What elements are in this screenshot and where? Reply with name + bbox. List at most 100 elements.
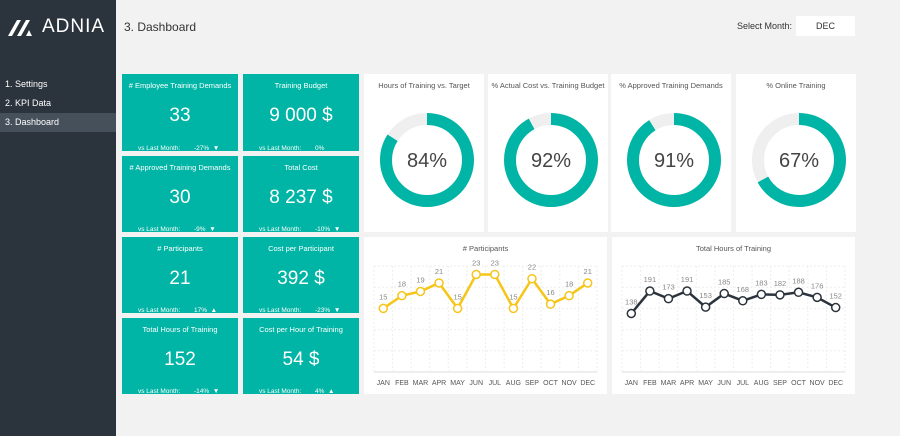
donut-fill — [627, 113, 721, 207]
data-label: 176 — [811, 281, 824, 290]
kpi-tile: # Participants 21 vs Last Month: 17% ▲ — [122, 237, 238, 314]
donut-title: Hours of Training vs. Target — [378, 81, 470, 90]
logo: ADNIA — [8, 16, 105, 38]
data-label: 168 — [737, 285, 750, 294]
logo-text: ADNIA — [42, 16, 106, 37]
data-point — [508, 303, 519, 314]
kpi-title: Training Budget — [274, 81, 328, 90]
donut-value: 67% — [779, 150, 819, 172]
data-label: 18 — [398, 280, 406, 289]
kpi-vs-label: vs Last Month: — [259, 388, 302, 395]
x-tick-label: NOV — [810, 380, 826, 387]
data-point — [490, 269, 500, 280]
donut-chart: 84% — [380, 113, 474, 207]
x-tick-label: JUN — [469, 380, 483, 387]
donut-fill — [380, 113, 474, 207]
x-tick-label: APR — [432, 380, 446, 387]
data-label: 18 — [565, 280, 573, 289]
sidebar-item-kpi-data[interactable]: 2. KPI Data — [5, 98, 52, 108]
data-point — [471, 269, 481, 280]
data-label: 191 — [681, 275, 694, 284]
x-tick-label: SEP — [773, 380, 787, 387]
kpi-vs-label: vs Last Month: — [138, 145, 181, 152]
x-tick-label: OCT — [791, 380, 807, 387]
donut-card: % Online Training 67% — [736, 74, 856, 232]
donut-chart: 92% — [504, 113, 598, 207]
x-tick-label: DEC — [828, 380, 843, 387]
kpi-title: # Participants — [157, 244, 203, 253]
kpi-vs-label: vs Last Month: — [138, 307, 181, 314]
kpi-value: 8 237 $ — [269, 187, 333, 208]
data-point — [545, 299, 556, 309]
x-tick-label: MAR — [413, 380, 429, 387]
kpi-tile: Cost per Hour of Training 54 $ vs Last M… — [243, 318, 359, 395]
donut-card: Hours of Training vs. Target 84% — [364, 74, 484, 232]
data-point — [663, 293, 674, 304]
x-tick-label: APR — [680, 380, 694, 387]
line-chart: 15 JAN 18 FEB 19 MAR 21 APR 15 MAY 23 JUN 23 JUL 15 AUG… — [373, 258, 598, 387]
data-label: 15 — [379, 292, 387, 301]
x-tick-label: JAN — [377, 380, 390, 387]
data-point — [756, 289, 767, 300]
kpi-title: Total Hours of Training — [142, 325, 218, 334]
kpi-change: -14% — [194, 388, 210, 395]
kpi-change: 4% — [315, 388, 325, 395]
data-point — [452, 303, 463, 314]
kpi-vs-label: vs Last Month: — [138, 388, 181, 395]
x-tick-label: NOV — [562, 380, 578, 387]
data-point — [645, 286, 655, 296]
kpi-tile: Cost per Participant 392 $ vs Last Month… — [243, 237, 359, 314]
data-point — [830, 302, 841, 313]
donut-chart: 67% — [752, 113, 846, 207]
data-label: 182 — [774, 279, 787, 288]
kpi-value: 33 — [169, 105, 191, 126]
data-point — [719, 288, 729, 299]
trend-arrow-icon: ▼ — [209, 226, 216, 233]
trend-arrow-icon: ▼ — [333, 307, 341, 314]
data-label: 183 — [755, 278, 768, 287]
x-tick-label: AUG — [506, 380, 521, 387]
data-label: 173 — [662, 283, 675, 292]
kpi-value: 30 — [169, 187, 191, 208]
kpi-change: -9% — [194, 226, 206, 233]
kpi-tile: # Employee Training Demands 33 vs Last M… — [122, 74, 238, 152]
line-chart-card: Total Hours of Training 138 JAN 191 FEB 173 MA… — [612, 237, 855, 394]
donut-card: % Approved Training Demands 91% — [611, 74, 731, 232]
sidebar-item-settings[interactable]: 1. Settings — [5, 79, 48, 89]
data-point — [682, 286, 692, 296]
data-label: 138 — [625, 297, 638, 306]
data-point — [378, 303, 389, 314]
kpi-value: 9 000 $ — [269, 105, 333, 126]
kpi-value: 392 $ — [277, 268, 325, 289]
page-title: 3. Dashboard — [124, 20, 197, 34]
kpi-tile: Training Budget 9 000 $ vs Last Month: 0… — [243, 74, 359, 152]
chart-title: Total Hours of Training — [695, 244, 772, 253]
donut-fill — [504, 113, 598, 207]
data-point — [700, 302, 711, 312]
x-tick-label: AUG — [754, 380, 769, 387]
data-point — [812, 292, 822, 303]
data-point — [415, 286, 426, 297]
data-label: 23 — [491, 258, 499, 267]
kpi-title: # Approved Training Demands — [129, 163, 231, 172]
adnia-logo-icon — [8, 20, 32, 36]
trend-arrow-icon: ▲ — [328, 388, 335, 395]
sidebar-item-dashboard[interactable]: 3. Dashboard — [0, 113, 116, 132]
kpi-change: -10% — [315, 226, 331, 233]
kpi-change: -23% — [315, 307, 331, 314]
select-month-dropdown[interactable]: DEC — [796, 16, 855, 36]
x-tick-label: JUL — [737, 380, 750, 387]
sidebar: ADNIA 1. Settings 2. KPI Data 3. Dashboa… — [0, 0, 116, 436]
data-point — [434, 278, 444, 288]
data-label: 191 — [644, 275, 657, 284]
kpi-change: -27% — [194, 145, 210, 152]
data-label: 153 — [699, 291, 712, 300]
donut-value: 84% — [407, 150, 447, 172]
data-point — [738, 296, 748, 306]
line-chart: 138 JAN 191 FEB 173 MAR 191 APR 153 MAY 185 JUN 168 J… — [621, 265, 846, 387]
x-tick-label: JUL — [489, 380, 502, 387]
data-point — [397, 290, 407, 301]
kpi-tile: # Approved Training Demands 30 vs Last M… — [122, 156, 238, 233]
kpi-value: 54 $ — [282, 349, 320, 370]
data-label: 15 — [509, 292, 517, 301]
